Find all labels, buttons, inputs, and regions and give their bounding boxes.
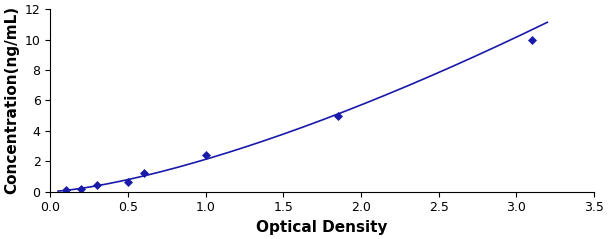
X-axis label: Optical Density: Optical Density [257,220,388,235]
Y-axis label: Concentration(ng/mL): Concentration(ng/mL) [4,6,19,194]
